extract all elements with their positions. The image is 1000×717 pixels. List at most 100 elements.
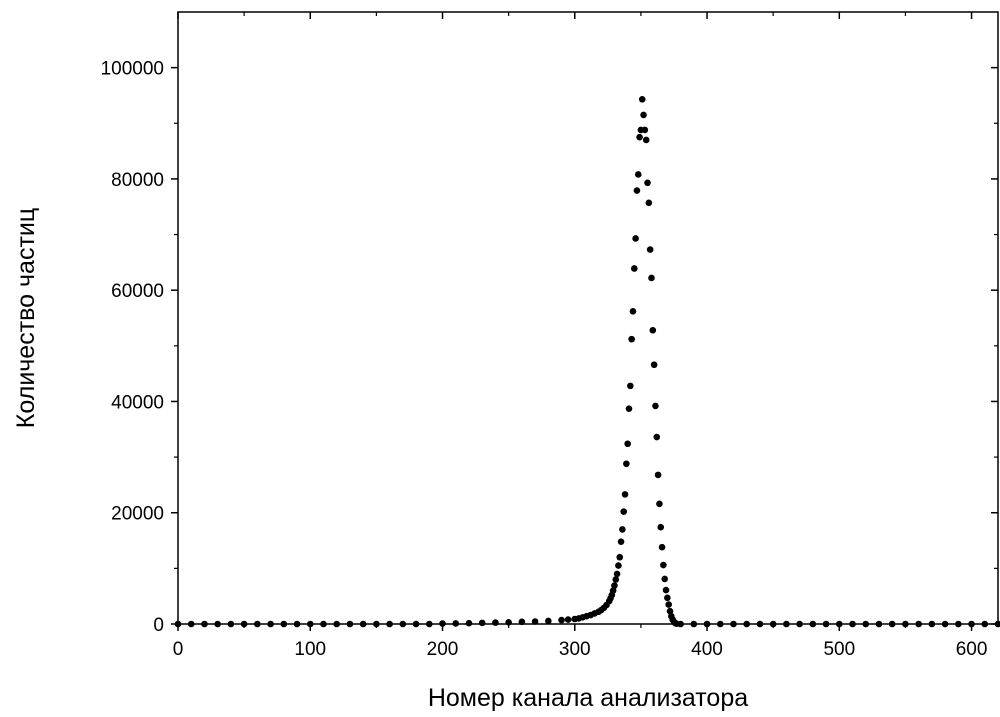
data-point [849,620,856,628]
data-point [465,619,473,627]
data-point [267,620,274,628]
y-tick-label: 80000 [111,170,164,191]
data-point [660,561,667,569]
data-point [240,620,248,628]
x-axis: 0 100 200 300 400 500 600 [173,12,988,660]
data-point [558,616,565,624]
data-point [621,491,629,498]
data-point [613,570,621,578]
data-point [640,111,647,119]
y-tick-label: 0 [153,615,164,636]
data-point [634,171,642,178]
data-point [617,538,625,545]
data-point [633,187,641,194]
x-tick-label: 100 [294,639,326,660]
data-point [214,620,221,628]
x-axis-title: Номер канала анализатора [428,684,748,712]
data-point [254,620,261,628]
data-point [716,620,724,628]
data-point [653,433,661,441]
y-axis: 0 20000 40000 60000 80000 100000 [101,59,998,636]
data-point [649,326,657,334]
data-point [677,620,684,628]
y-tick-label: 100000 [101,59,164,80]
data-point [619,526,626,533]
data-point [425,620,433,628]
data-point [657,523,665,531]
data-point [941,620,949,628]
data-point [902,620,909,628]
data-point [968,620,975,628]
data-point [227,620,235,628]
data-point [611,582,618,589]
data-point [662,586,670,594]
data-point [616,553,624,561]
data-point [625,405,633,412]
data-point [505,619,512,626]
data-point [809,620,817,628]
data-point [875,620,883,628]
y-tick-label: 40000 [111,392,164,413]
data-point [658,543,666,551]
data-point [439,620,446,627]
data-point [665,601,672,608]
data-point [492,619,499,626]
data-point [862,620,870,628]
data-point [280,620,288,628]
data-point [373,620,380,628]
data-point [386,620,393,628]
y-tick-label: 60000 [111,281,164,302]
data-point [994,620,1000,628]
data-point [664,594,671,602]
data-point [769,620,777,628]
x-tick-label: 600 [956,639,988,660]
data-point [756,620,764,628]
data-point [333,620,341,628]
data-point [646,246,654,253]
data-point [796,620,803,628]
data-point [632,235,639,242]
data-point [624,440,631,448]
data-point [609,587,617,594]
data-point [452,620,460,627]
x-tick-label: 300 [559,639,591,660]
x-tick-label: 400 [691,639,723,660]
data-point [648,274,655,282]
data-point [641,126,649,134]
data-point [399,620,407,628]
data-point [187,620,195,628]
data-point [174,620,182,628]
data-point [623,460,630,468]
data-point [612,576,620,583]
data-point [638,96,646,103]
data-point [743,620,751,628]
data-point [306,620,314,628]
data-point [201,620,208,628]
data-point [822,620,830,628]
data-point [545,617,552,625]
data-point [615,562,622,569]
data-point [650,361,658,369]
data-point [645,199,653,207]
data-points [174,96,1000,628]
plot-frame [177,11,999,625]
data-point [654,471,662,479]
x-tick-label: 500 [823,639,855,660]
y-axis-title: Количество частиц [12,208,40,428]
data-point [478,619,486,627]
x-tick-label: 0 [173,639,184,660]
data-point [656,500,663,508]
data-point [652,402,659,410]
data-point [531,618,539,625]
y-tick-label: 20000 [111,504,164,525]
data-point [346,620,354,628]
data-point [628,335,635,343]
data-point [629,308,637,315]
data-point [703,620,711,628]
data-point [620,508,628,515]
data-point [981,620,989,628]
data-point [320,620,327,628]
data-point [359,620,367,628]
data-point [783,620,790,628]
